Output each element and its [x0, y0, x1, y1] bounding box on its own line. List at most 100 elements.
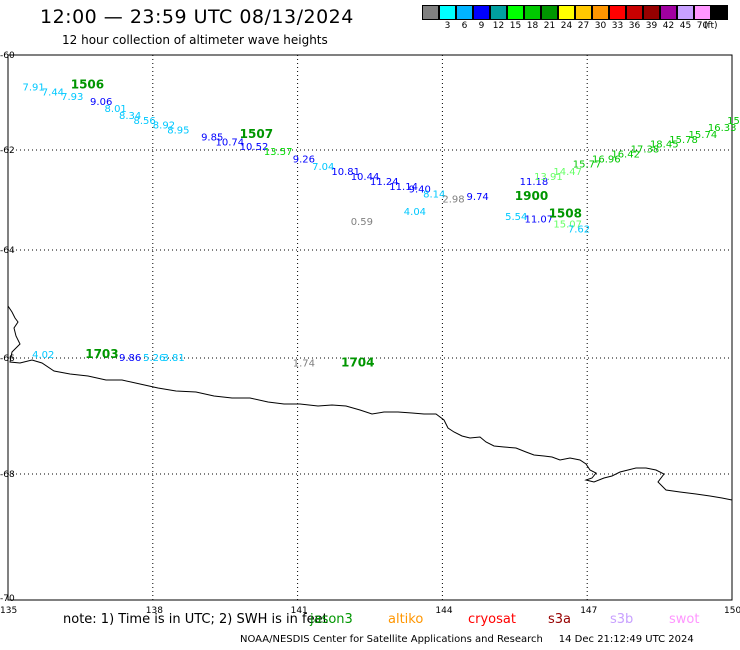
swh-value: 4.04: [404, 207, 426, 218]
swh-value: 7.93: [61, 92, 83, 103]
lat-tick-label: -66: [0, 354, 15, 364]
scale-swatch: [473, 5, 490, 20]
satellite-name: jason3: [310, 612, 353, 627]
footer-credit: NOAA/NESDIS Center for Satellite Applica…: [240, 634, 694, 645]
satellite-name: altiko: [388, 612, 424, 627]
scale-swatch: [490, 5, 507, 20]
pass-label: 1900: [515, 189, 548, 203]
scale-label: 45: [679, 21, 692, 31]
swh-value: 15.07: [553, 220, 582, 231]
scale-label: 21: [543, 21, 556, 31]
scale-swatch: [541, 5, 558, 20]
coastline: [7, 305, 733, 501]
scale-label: 24: [560, 21, 573, 31]
scale-label: 15: [509, 21, 522, 31]
scale-label: 70: [696, 21, 709, 31]
lon-tick-label: 144: [435, 606, 452, 616]
map-frame: [7, 54, 733, 601]
scale-label: 39: [645, 21, 658, 31]
swh-value: 11.24: [370, 177, 399, 188]
satellite-name: s3b: [610, 612, 634, 627]
scale-swatch: [456, 5, 473, 20]
swh-value: 1.74: [293, 359, 315, 370]
satellite-name: cryosat: [468, 612, 516, 627]
satellite-name: swot: [669, 612, 700, 627]
scale-swatch: [507, 5, 524, 20]
color-scale: [422, 5, 728, 20]
pass-label: 1508: [549, 207, 582, 221]
swh-value: 9.85: [201, 133, 223, 144]
scale-swatch: [592, 5, 609, 20]
swh-value: 10.74: [216, 137, 245, 148]
scale-swatch: [626, 5, 643, 20]
swh-value: 13.57: [264, 147, 293, 158]
scale-swatch: [677, 5, 694, 20]
swh-value: 5.26: [143, 353, 165, 364]
scale-label: 27: [577, 21, 590, 31]
swh-value: 3.81: [162, 353, 184, 364]
swh-value: 11.14: [389, 182, 418, 193]
swh-value: 4.02: [32, 350, 54, 361]
lon-tick-label: 135: [0, 606, 17, 616]
swh-value: 0.59: [351, 217, 373, 228]
swh-value: 13.91: [534, 172, 563, 183]
swh-value: 7.91: [22, 83, 44, 94]
lon-tick-label: 150: [724, 606, 740, 616]
swh-value: 14.47: [553, 167, 582, 178]
swh-value: 18.45: [650, 140, 679, 151]
map-subtitle: 12 hour collection of altimeter wave hei…: [62, 33, 328, 47]
swh-value: 10.44: [351, 172, 380, 183]
satellite-name: s3a: [548, 612, 572, 627]
scale-label: 6: [461, 21, 468, 31]
swh-value: 16.96: [592, 155, 621, 166]
swh-value: 17.38: [631, 145, 660, 156]
swh-value: 15.78: [669, 135, 698, 146]
scale-label: 18: [526, 21, 539, 31]
scale-swatch: [558, 5, 575, 20]
swh-value: 16.33: [708, 123, 737, 134]
scale-swatch: [524, 5, 541, 20]
swh-value: 8.92: [153, 121, 175, 132]
swh-value: 2.98: [442, 195, 464, 206]
swh-value: 10.52: [240, 142, 269, 153]
swh-value: 16.42: [611, 150, 640, 161]
lat-tick-label: -70: [0, 594, 15, 604]
scale-swatch: [422, 5, 439, 20]
scale-unit: (ft): [704, 21, 718, 31]
swh-value: 7.62: [568, 225, 590, 236]
swh-value: 5.54: [505, 212, 527, 223]
lat-tick-label: -60: [0, 51, 15, 61]
scale-label: 36: [628, 21, 641, 31]
pass-label: 1703: [85, 347, 118, 361]
swh-value: 8.34: [119, 111, 141, 122]
swh-value: 9.86: [119, 353, 141, 364]
swh-value: 15.77: [573, 160, 602, 171]
pass-label: 1507: [240, 127, 273, 141]
lat-tick-label: -64: [0, 246, 15, 256]
swh-value: 8.14: [423, 190, 445, 201]
swh-value: 15.27: [727, 116, 740, 127]
scale-swatch: [660, 5, 677, 20]
lat-tick-label: -68: [0, 470, 15, 480]
lon-tick-label: 147: [580, 606, 597, 616]
credit-text: NOAA/NESDIS Center for Satellite Applica…: [240, 634, 543, 645]
scale-swatch: [694, 5, 711, 20]
swh-value: 8.01: [105, 104, 127, 115]
swh-value: 7.04: [312, 162, 334, 173]
swh-value: 8.56: [133, 116, 155, 127]
lat-tick-label: -62: [0, 146, 15, 156]
lon-tick-label: 141: [291, 606, 308, 616]
swh-value: 11.18: [520, 177, 549, 188]
scale-label: 3: [444, 21, 451, 31]
swh-value: 9.06: [90, 97, 112, 108]
swh-value: 15.74: [689, 130, 718, 141]
scale-swatch: [711, 5, 728, 20]
swh-value: 9.74: [467, 192, 489, 203]
scale-swatch: [643, 5, 660, 20]
swh-value: 7.44: [42, 87, 64, 98]
scale-swatch: [609, 5, 626, 20]
swh-value: 9.26: [293, 155, 315, 166]
scale-label: 30: [594, 21, 607, 31]
footer-note: note: 1) Time is in UTC; 2) SWH is in fe…: [63, 612, 328, 627]
